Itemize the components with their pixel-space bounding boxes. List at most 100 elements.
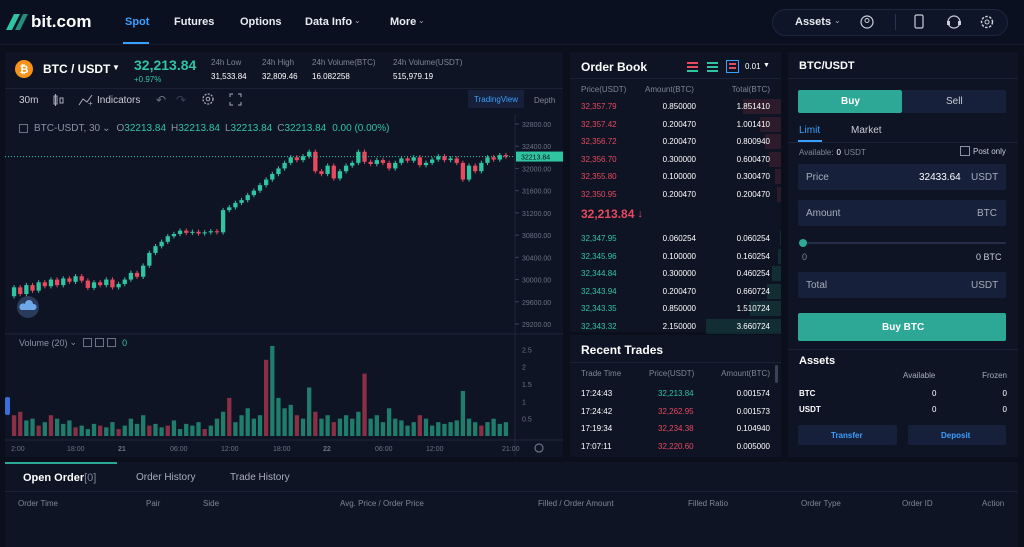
- price-field[interactable]: Price 32433.64 USDT: [798, 164, 1006, 190]
- book-asks-icon[interactable]: [726, 60, 739, 73]
- caret-down-icon[interactable]: ▼: [112, 63, 120, 72]
- pair-selector[interactable]: BTC / USDT: [43, 62, 111, 76]
- svg-text:₿: ₿: [20, 64, 29, 76]
- redo-icon[interactable]: ↷: [176, 93, 187, 107]
- side-handle[interactable]: [5, 397, 10, 415]
- order-book-row[interactable]: 32,345.96 0.100000 0.160254: [570, 248, 781, 266]
- buy-tab[interactable]: Buy: [798, 90, 902, 113]
- trades-header-price: Price(USDT): [649, 369, 695, 378]
- col-action: Action: [982, 499, 1005, 508]
- volume-bar: [220, 411, 226, 436]
- mobile-icon[interactable]: [914, 14, 924, 29]
- settings-icon[interactable]: [201, 92, 215, 106]
- tab-depth[interactable]: Depth: [534, 96, 556, 105]
- order-book-row[interactable]: 32,355.80 0.100000 0.300470: [570, 168, 781, 186]
- total-label: Total: [806, 280, 828, 291]
- precision-selector[interactable]: 0.01: [745, 62, 761, 71]
- order-book-row[interactable]: 32,344.84 0.300000 0.460254: [570, 265, 781, 283]
- order-book-row[interactable]: 32,357.79 0.850000 1.851410: [570, 98, 781, 116]
- candle-body: [448, 158, 453, 161]
- tab-trade-history[interactable]: Trade History: [230, 472, 290, 483]
- deposit-button[interactable]: Deposit: [908, 425, 1006, 445]
- indicators-button[interactable]: Indicators: [97, 95, 141, 106]
- candle-body: [97, 282, 103, 286]
- price-change: +0.97%: [134, 75, 162, 84]
- support-icon[interactable]: [946, 14, 962, 29]
- volume-bar: [337, 418, 343, 436]
- undo-icon[interactable]: ↶: [156, 93, 167, 107]
- nav-more[interactable]: More: [390, 16, 417, 28]
- col-price: Avg. Price / Order Price: [340, 499, 424, 508]
- caret-down-icon[interactable]: ▼: [763, 62, 770, 69]
- ob-amount: 0.200470: [662, 119, 696, 129]
- candle-body: [503, 155, 509, 157]
- volume-bar: [122, 425, 127, 436]
- book-both-icon[interactable]: [687, 62, 698, 72]
- close-icon[interactable]: [107, 338, 117, 347]
- post-only-checkbox[interactable]: Post only: [960, 146, 1006, 156]
- user-icon[interactable]: [860, 15, 874, 29]
- order-book-row[interactable]: 32,343.35 0.850000 1.510724: [570, 300, 781, 318]
- candlestick-icon[interactable]: [51, 93, 65, 107]
- order-book-row[interactable]: 32,356.72 0.200470 0.800940: [570, 133, 781, 151]
- nav-data-info[interactable]: Data Info: [305, 16, 353, 28]
- order-book-row[interactable]: 32,343.32 2.150000 3.660724: [570, 318, 781, 336]
- candle-body: [460, 162, 466, 180]
- tab-order-history[interactable]: Order History: [136, 472, 196, 483]
- candle-body: [214, 231, 220, 233]
- ob-amount: 0.300000: [662, 154, 696, 164]
- interval-selector[interactable]: 30m: [19, 95, 39, 106]
- chevron-down-icon: ⌄: [834, 16, 841, 25]
- amount-slider[interactable]: [802, 242, 1006, 244]
- stat-24h-volume-btc: 24h Volume(BTC) 16.082258: [312, 58, 376, 81]
- nav-futures[interactable]: Futures: [174, 16, 215, 28]
- price-value[interactable]: 32433.64: [919, 172, 961, 183]
- amount-field[interactable]: Amount BTC: [798, 200, 1006, 226]
- order-book-row[interactable]: 32,343.94 0.200470 0.660724: [570, 283, 781, 301]
- eye-icon[interactable]: [83, 338, 93, 347]
- sell-tab[interactable]: Sell: [902, 90, 1006, 113]
- slider-handle[interactable]: [799, 239, 807, 247]
- col-pair: Pair: [146, 499, 161, 508]
- ob-total: 0.800940: [736, 137, 770, 146]
- order-book-row[interactable]: 32,356.70 0.300000 0.600470: [570, 151, 781, 169]
- scrollbar[interactable]: [775, 365, 778, 383]
- tab-market[interactable]: Market: [851, 125, 882, 136]
- candle-body: [429, 159, 435, 163]
- cloud-badge-icon[interactable]: [15, 295, 45, 319]
- order-book-row[interactable]: 32,347.95 0.060254 0.060254: [570, 230, 781, 248]
- assets-menu[interactable]: Assets: [795, 16, 832, 28]
- logo[interactable]: bit.com: [6, 12, 91, 32]
- buy-btc-button[interactable]: Buy BTC: [798, 313, 1006, 341]
- price-unit: USDT: [971, 172, 999, 183]
- candle-body: [362, 151, 367, 162]
- nav-spot[interactable]: Spot: [125, 16, 150, 28]
- transfer-button[interactable]: Transfer: [798, 425, 897, 445]
- trade-price: 32,262.95: [658, 406, 694, 416]
- ob-total: 1.510724: [736, 304, 770, 313]
- indicators-icon[interactable]: +: [78, 93, 94, 107]
- price-chart[interactable]: 32800.00 32400.00 32000.00 31600.00 31200.00…: [5, 114, 563, 457]
- tab-open-order[interactable]: Open Order [0]: [23, 472, 96, 484]
- volume-bar: [85, 429, 91, 436]
- tab-tradingview[interactable]: TradingView: [468, 90, 524, 108]
- order-book-row[interactable]: 32,357.42 0.200470 1.001410: [570, 116, 781, 134]
- volume-bar: [307, 387, 312, 436]
- book-bids-icon[interactable]: [707, 62, 718, 72]
- nav-options[interactable]: Options: [240, 16, 282, 28]
- gear-icon[interactable]: [979, 14, 995, 30]
- settings-icon[interactable]: [95, 338, 105, 347]
- price-tick-label: 29600.00: [522, 300, 551, 307]
- orders-panel: Open Order [0] Order History Trade Histor…: [5, 462, 1018, 547]
- legend-h: H: [171, 123, 179, 134]
- price-tick-label: 30800.00: [522, 233, 551, 240]
- collapse-icon[interactable]: [19, 124, 28, 133]
- tab-limit[interactable]: Limit: [799, 125, 821, 136]
- total-field[interactable]: Total USDT: [798, 272, 1006, 298]
- fullscreen-icon[interactable]: [229, 93, 242, 106]
- divider: [570, 78, 781, 79]
- chevron-down-icon: ⌄: [102, 123, 111, 134]
- volume-bar: [503, 422, 509, 436]
- order-book-row[interactable]: 32,350.95 0.200470 0.200470: [570, 186, 781, 204]
- volume-bar: [270, 345, 275, 436]
